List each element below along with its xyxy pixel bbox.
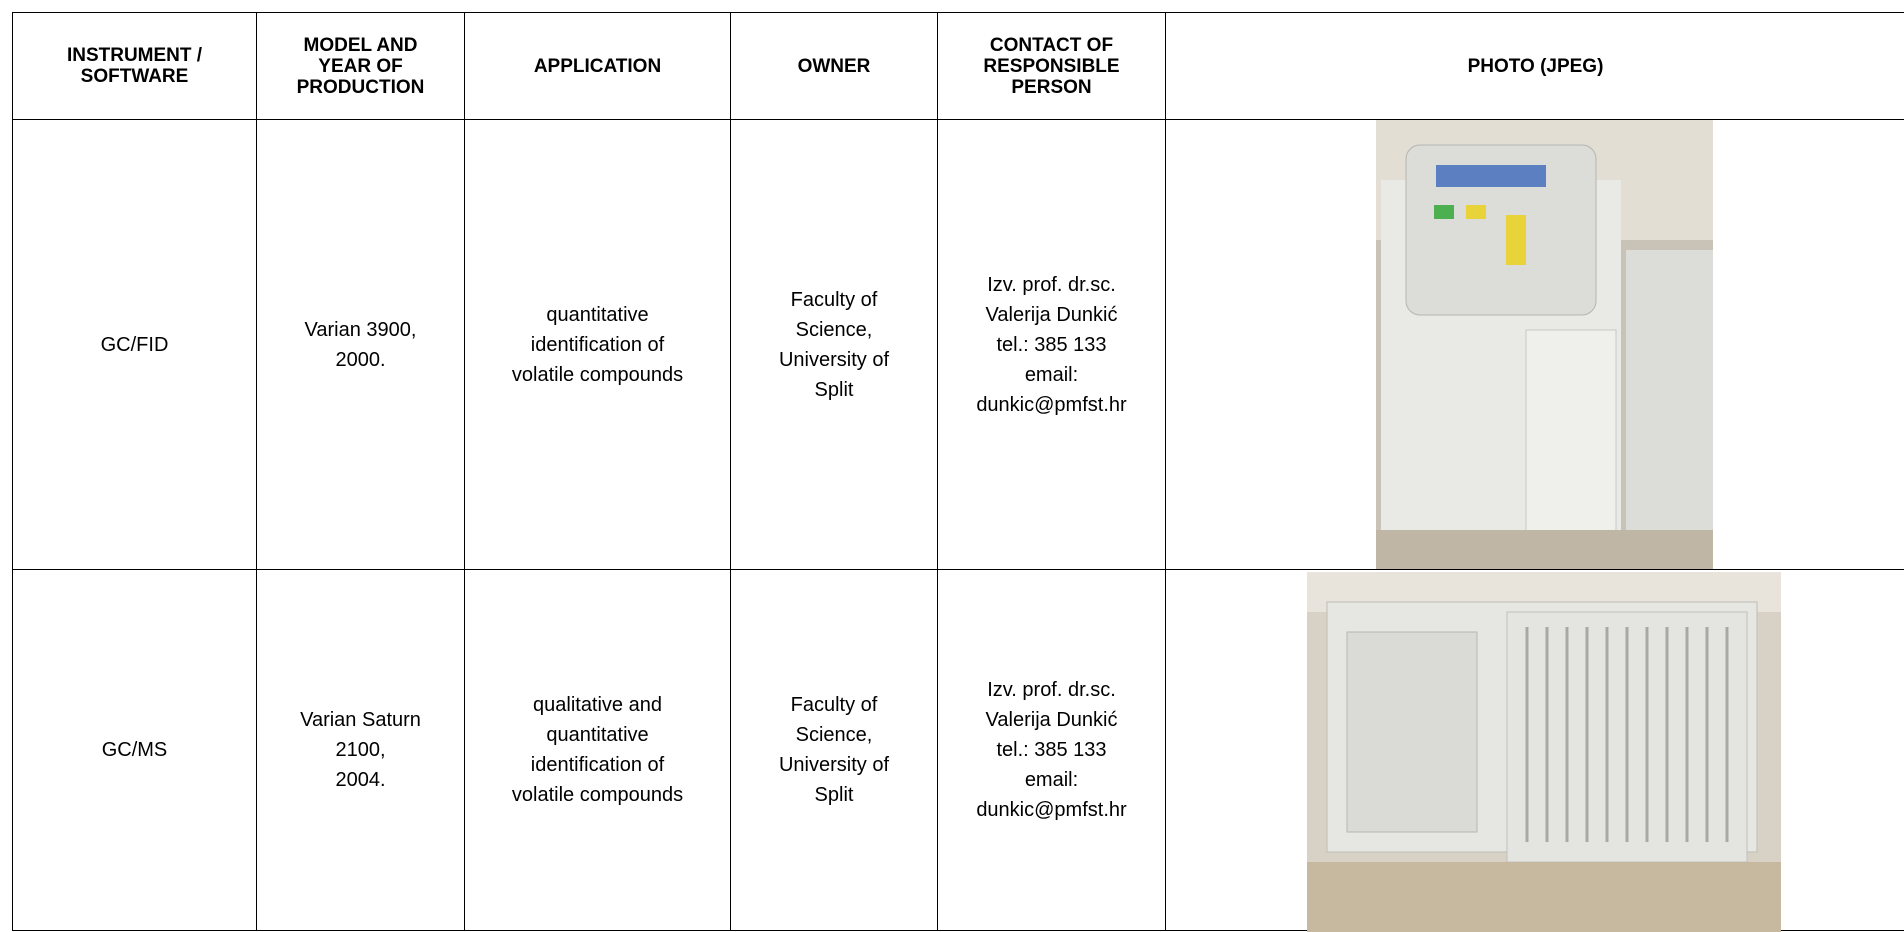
- cell: GC/MS: [13, 570, 257, 931]
- header-row: INSTRUMENT / SOFTWARE MODEL AND YEAR OF …: [13, 13, 1904, 120]
- cell: Faculty of Science, University of Split: [731, 570, 938, 931]
- header-cell: OWNER: [731, 13, 938, 120]
- photo: [1307, 572, 1781, 932]
- equipment-table: INSTRUMENT / SOFTWARE MODEL AND YEAR OF …: [12, 12, 1904, 931]
- photo: [1376, 120, 1713, 569]
- cell: quantitative identification of volatile …: [465, 120, 731, 570]
- photo-cell: [1166, 120, 1904, 570]
- header-cell: APPLICATION: [465, 13, 731, 120]
- cell: Varian 3900, 2000.: [257, 120, 465, 570]
- header-cell: INSTRUMENT / SOFTWARE: [13, 13, 257, 120]
- cell: Izv. prof. dr.sc. Valerija Dunkić tel.: …: [938, 120, 1166, 570]
- cell: Varian Saturn 2100, 2004.: [257, 570, 465, 931]
- table-row: GC/MS Varian Saturn 2100, 2004. qualitat…: [13, 570, 1904, 931]
- cell: Faculty of Science, University of Split: [731, 120, 938, 570]
- cell: Izv. prof. dr.sc. Valerija Dunkić tel.: …: [938, 570, 1166, 931]
- photo-cell: [1166, 570, 1904, 931]
- header-cell: MODEL AND YEAR OF PRODUCTION: [257, 13, 465, 120]
- cell: GC/FID: [13, 120, 257, 570]
- header-cell: CONTACT OF RESPONSIBLE PERSON: [938, 13, 1166, 120]
- table-row: GC/FID Varian 3900, 2000. quantitative i…: [13, 120, 1904, 570]
- header-cell: PHOTO (JPEG): [1166, 13, 1904, 120]
- cell: qualitative and quantitative identificat…: [465, 570, 731, 931]
